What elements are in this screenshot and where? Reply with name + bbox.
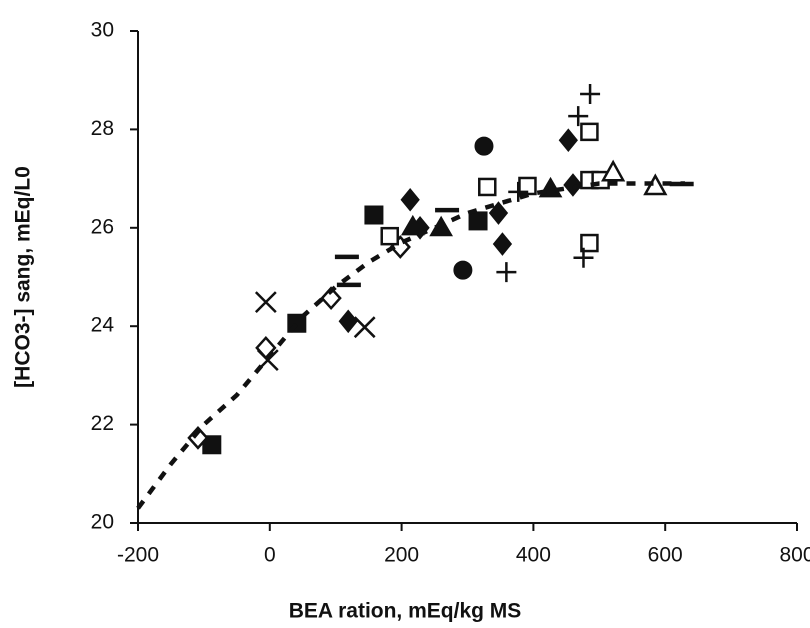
marker <box>488 201 509 225</box>
marker <box>453 260 473 280</box>
y-tick-label: 20 <box>91 511 114 534</box>
marker <box>400 214 425 236</box>
marker <box>353 316 376 339</box>
x-tick-label: 0 <box>264 544 276 567</box>
marker <box>496 262 517 283</box>
marker <box>320 286 342 311</box>
marker <box>187 426 209 450</box>
marker <box>568 106 589 127</box>
marker <box>254 291 277 313</box>
y-tick-label: 26 <box>91 215 114 238</box>
marker <box>478 177 497 197</box>
marker <box>364 205 384 225</box>
y-tick-label: 28 <box>91 117 114 140</box>
y-tick-label: 30 <box>91 19 114 42</box>
marker <box>338 309 358 334</box>
marker <box>580 122 599 142</box>
marker <box>492 232 513 256</box>
marker <box>580 83 601 104</box>
x-tick-label: -200 <box>117 544 159 567</box>
x-tick-label: 200 <box>384 544 419 567</box>
y-tick-label: 22 <box>91 412 114 435</box>
x-tick-label: 600 <box>648 544 683 567</box>
x-tick-label: 800 <box>779 544 810 567</box>
marker <box>580 233 599 253</box>
marker <box>508 181 529 202</box>
marker <box>468 211 488 231</box>
marker <box>563 173 583 197</box>
marker <box>558 128 578 153</box>
y-tick-label: 24 <box>91 314 115 337</box>
marker <box>601 159 626 182</box>
marker <box>400 187 420 212</box>
y-axis-title: [HCO3-] sang, mEq/L0 <box>12 166 35 388</box>
x-axis-title: BEA ration, mEq/kg MS <box>289 600 522 623</box>
marker <box>474 136 494 156</box>
x-tick-label: 400 <box>516 544 551 567</box>
marker <box>202 435 222 455</box>
marker <box>573 247 594 268</box>
marker <box>380 226 399 246</box>
